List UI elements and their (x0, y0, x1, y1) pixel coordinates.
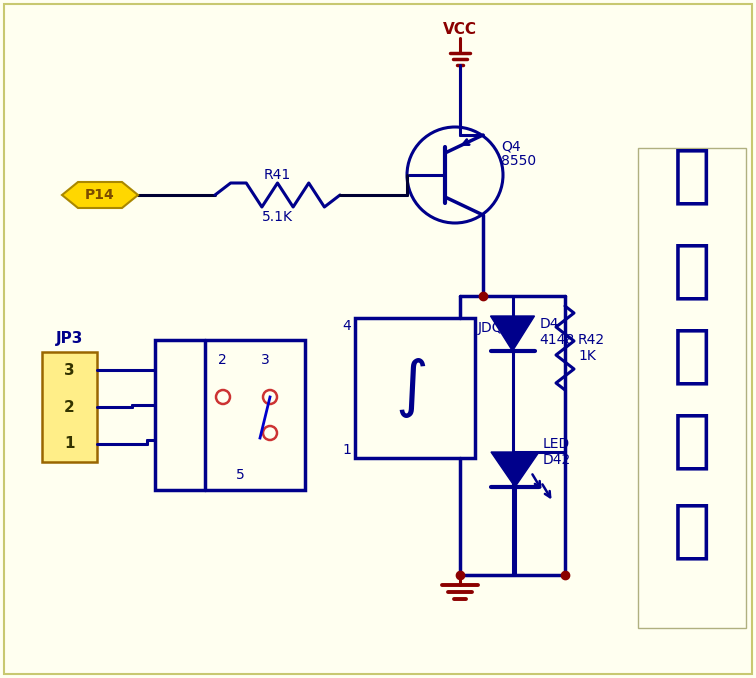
Text: P14: P14 (85, 188, 115, 202)
FancyBboxPatch shape (355, 318, 475, 458)
Text: 2: 2 (64, 399, 75, 414)
Polygon shape (62, 182, 138, 208)
Polygon shape (491, 452, 539, 487)
Text: LED: LED (543, 437, 570, 451)
Text: R41: R41 (264, 168, 291, 182)
Text: 3: 3 (64, 363, 75, 378)
FancyBboxPatch shape (155, 340, 305, 490)
Text: VCC: VCC (443, 22, 477, 37)
Text: 5.1K: 5.1K (262, 210, 293, 224)
FancyBboxPatch shape (4, 4, 752, 674)
FancyBboxPatch shape (638, 148, 746, 628)
Text: JDQ: JDQ (478, 321, 503, 335)
Text: 2: 2 (218, 353, 227, 367)
Text: 5: 5 (236, 468, 244, 482)
Text: D42: D42 (543, 453, 572, 467)
Text: D4: D4 (540, 317, 559, 331)
Text: 继: 继 (673, 144, 711, 206)
Text: 电: 电 (673, 409, 711, 471)
Text: 器: 器 (673, 324, 711, 386)
Text: 4148: 4148 (540, 333, 575, 347)
Text: 4: 4 (342, 319, 351, 333)
Polygon shape (491, 316, 534, 351)
FancyBboxPatch shape (42, 352, 97, 462)
Text: 1: 1 (64, 436, 75, 451)
Text: 路: 路 (673, 499, 711, 561)
Text: $\int$: $\int$ (395, 356, 426, 420)
Text: 1: 1 (342, 443, 351, 457)
Text: 电: 电 (673, 239, 711, 301)
Text: R42: R42 (578, 333, 605, 347)
Text: JP3: JP3 (56, 330, 83, 346)
Text: 3: 3 (261, 353, 269, 367)
Text: 1K: 1K (578, 349, 596, 363)
Text: Q4: Q4 (501, 140, 521, 154)
Text: 8550: 8550 (501, 154, 536, 168)
